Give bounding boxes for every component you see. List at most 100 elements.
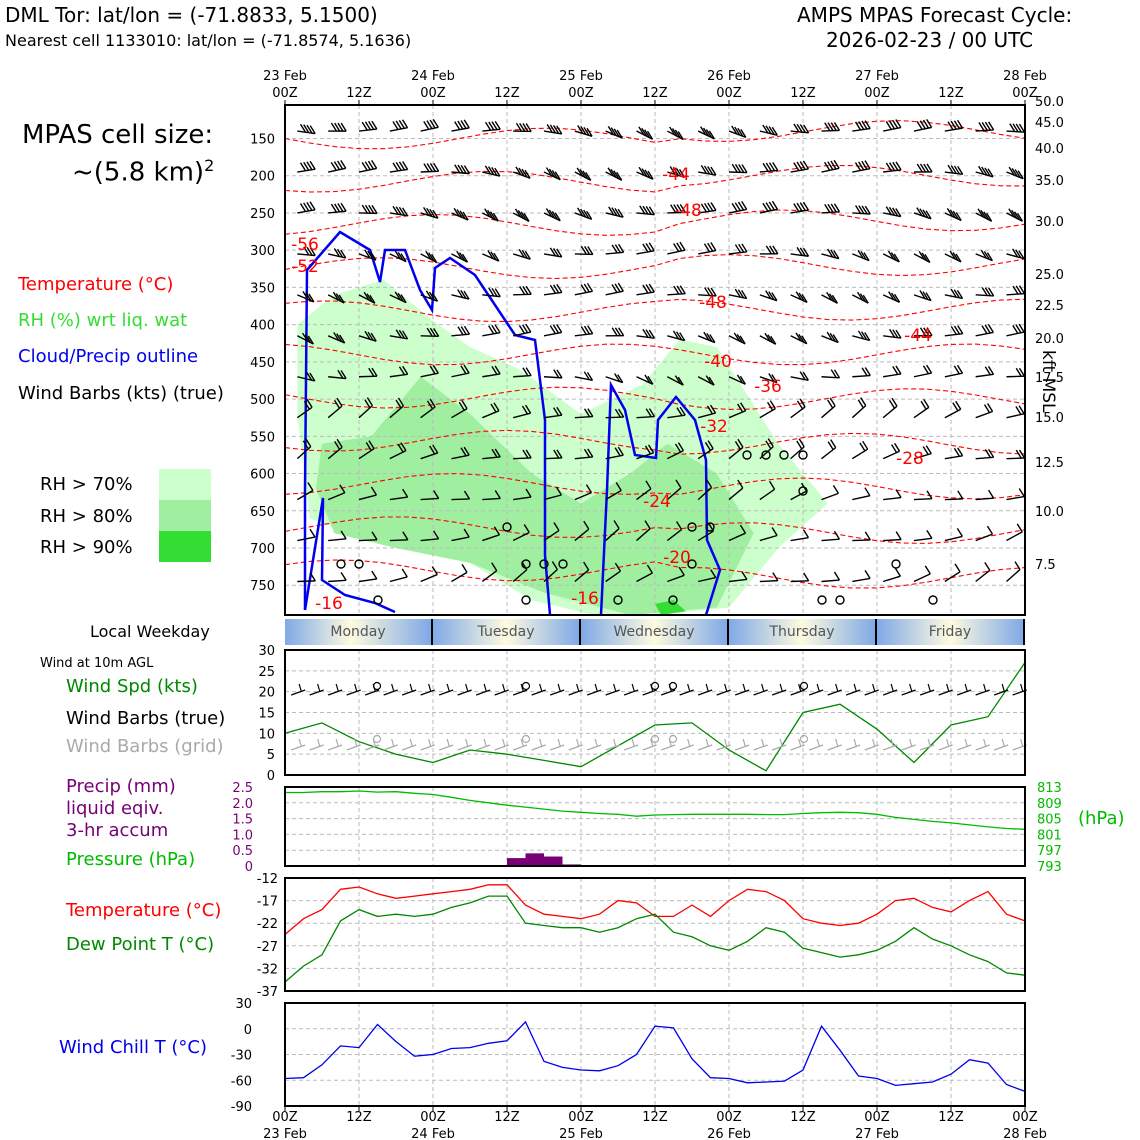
barb-flag bbox=[984, 287, 991, 297]
barb-flag bbox=[364, 249, 371, 259]
sfc-barb-shaft bbox=[956, 689, 972, 696]
barb-shaft bbox=[513, 331, 531, 337]
wind-barb-2-9 bbox=[574, 207, 593, 220]
kft-tick-1: 45.0 bbox=[1035, 116, 1064, 131]
sfc-barb-grid-34 bbox=[919, 738, 935, 751]
barb-flag bbox=[361, 121, 368, 131]
sfc-barb-shaft bbox=[993, 744, 1009, 751]
barb-flag bbox=[987, 324, 994, 333]
wind-barb-6-7 bbox=[513, 367, 532, 378]
barb-flag bbox=[484, 165, 491, 175]
barb-flag bbox=[740, 129, 747, 138]
wind-panel bbox=[284, 649, 1027, 776]
barb-flag bbox=[793, 123, 800, 133]
barb-shaft bbox=[821, 376, 840, 379]
sfc-barb-grid-14 bbox=[549, 738, 565, 751]
barb-flag bbox=[611, 284, 618, 293]
sfc-barb-grid-30 bbox=[845, 738, 861, 751]
barb-flag bbox=[371, 204, 378, 214]
barb-flag bbox=[395, 399, 402, 409]
sfc-barb-shaft bbox=[475, 744, 491, 751]
barb-flag bbox=[768, 291, 775, 301]
barb-flag bbox=[833, 203, 841, 213]
bottom-hour-1: 12Z bbox=[346, 1110, 372, 1125]
barb-flag bbox=[426, 400, 434, 410]
barb-flag bbox=[487, 166, 495, 175]
barb-flag bbox=[916, 207, 923, 217]
barb-flag bbox=[1014, 169, 1021, 178]
barb-flag bbox=[796, 400, 804, 410]
wind-barb-1-14 bbox=[728, 163, 748, 174]
sfc-barb-shaft bbox=[660, 689, 676, 696]
barb-flag bbox=[953, 447, 960, 457]
sfc-barb-flag bbox=[631, 738, 635, 747]
barb-flag bbox=[494, 288, 501, 298]
precip-tick-3: 1.0 bbox=[232, 828, 253, 843]
barb-flag bbox=[946, 208, 953, 217]
barb-flag bbox=[764, 332, 771, 342]
barb-shaft bbox=[543, 457, 563, 460]
barb-shaft bbox=[389, 253, 407, 263]
barb-flag bbox=[401, 568, 408, 578]
barb-shaft bbox=[821, 492, 839, 501]
barb-flag bbox=[365, 442, 372, 451]
sfc-barb-true-38 bbox=[993, 683, 1009, 696]
barb-flag bbox=[799, 202, 806, 211]
wind-barb-9-12 bbox=[666, 479, 682, 501]
barb-flag bbox=[398, 206, 405, 216]
bottom-date-4: 27 Feb bbox=[855, 1127, 899, 1140]
barb-shaft bbox=[759, 294, 778, 302]
barb-flag bbox=[984, 121, 991, 131]
barb-flag bbox=[368, 204, 375, 214]
barb-flag bbox=[987, 365, 995, 375]
rh70-label: RH > 70% bbox=[40, 474, 133, 495]
barb-flag bbox=[857, 399, 864, 409]
bottom-date-5: 28 Feb bbox=[1003, 1127, 1047, 1140]
sfc-barb-shaft bbox=[901, 689, 916, 696]
sfc-barb-grid-15 bbox=[568, 738, 583, 751]
barb-flag bbox=[395, 329, 402, 339]
bottom-hour-7: 12Z bbox=[790, 1110, 816, 1125]
barb-shaft bbox=[389, 539, 408, 542]
temp-label-3: -44 bbox=[662, 165, 690, 185]
wind-barb-11-14 bbox=[728, 571, 748, 583]
wind-barb-1-19 bbox=[883, 161, 902, 173]
barb-shaft bbox=[790, 209, 809, 214]
sfc-barb-flag bbox=[465, 683, 469, 692]
barb-shaft bbox=[882, 294, 900, 303]
sfc-barb-flag bbox=[687, 683, 691, 692]
barb-flag bbox=[957, 165, 964, 175]
sfc-barb-flag bbox=[964, 738, 968, 747]
barb-flag bbox=[891, 444, 898, 453]
barb-flag bbox=[614, 373, 621, 382]
barb-flag bbox=[741, 571, 748, 580]
barb-shaft bbox=[389, 450, 407, 460]
sfc-barb-true-28 bbox=[808, 683, 824, 696]
barb-flag bbox=[364, 399, 371, 409]
sfc-barb-shaft bbox=[716, 744, 731, 751]
wind-barb-0-0 bbox=[297, 123, 316, 135]
barb-flag bbox=[494, 448, 501, 458]
kft-tick-7: 20.0 bbox=[1035, 332, 1064, 347]
wind-barb-9-13 bbox=[697, 479, 713, 501]
wind-tick-3: 15 bbox=[258, 707, 275, 722]
barb-shaft bbox=[389, 168, 408, 173]
wind-barb-9-14 bbox=[728, 479, 744, 501]
temp-panel bbox=[284, 877, 1026, 992]
barb-shaft bbox=[667, 130, 684, 141]
barb-flag bbox=[926, 529, 933, 539]
barb-shaft bbox=[790, 536, 809, 542]
wind-barb-7-9 bbox=[574, 408, 594, 419]
barb-flag bbox=[556, 248, 563, 258]
wind-barb-0-15 bbox=[759, 124, 778, 136]
temp-contour-9 bbox=[285, 516, 1025, 544]
barb-flag bbox=[367, 331, 374, 341]
sfc-barb-grid-20 bbox=[660, 738, 676, 751]
top-date-2: 25 Feb bbox=[559, 69, 603, 84]
wind-barb-7-0 bbox=[296, 398, 313, 419]
barb-flag bbox=[554, 212, 561, 222]
barb-flag bbox=[460, 164, 467, 174]
barb-shaft bbox=[913, 253, 931, 263]
sfc-barb-grid-11 bbox=[494, 738, 509, 751]
barb-flag bbox=[677, 376, 684, 386]
